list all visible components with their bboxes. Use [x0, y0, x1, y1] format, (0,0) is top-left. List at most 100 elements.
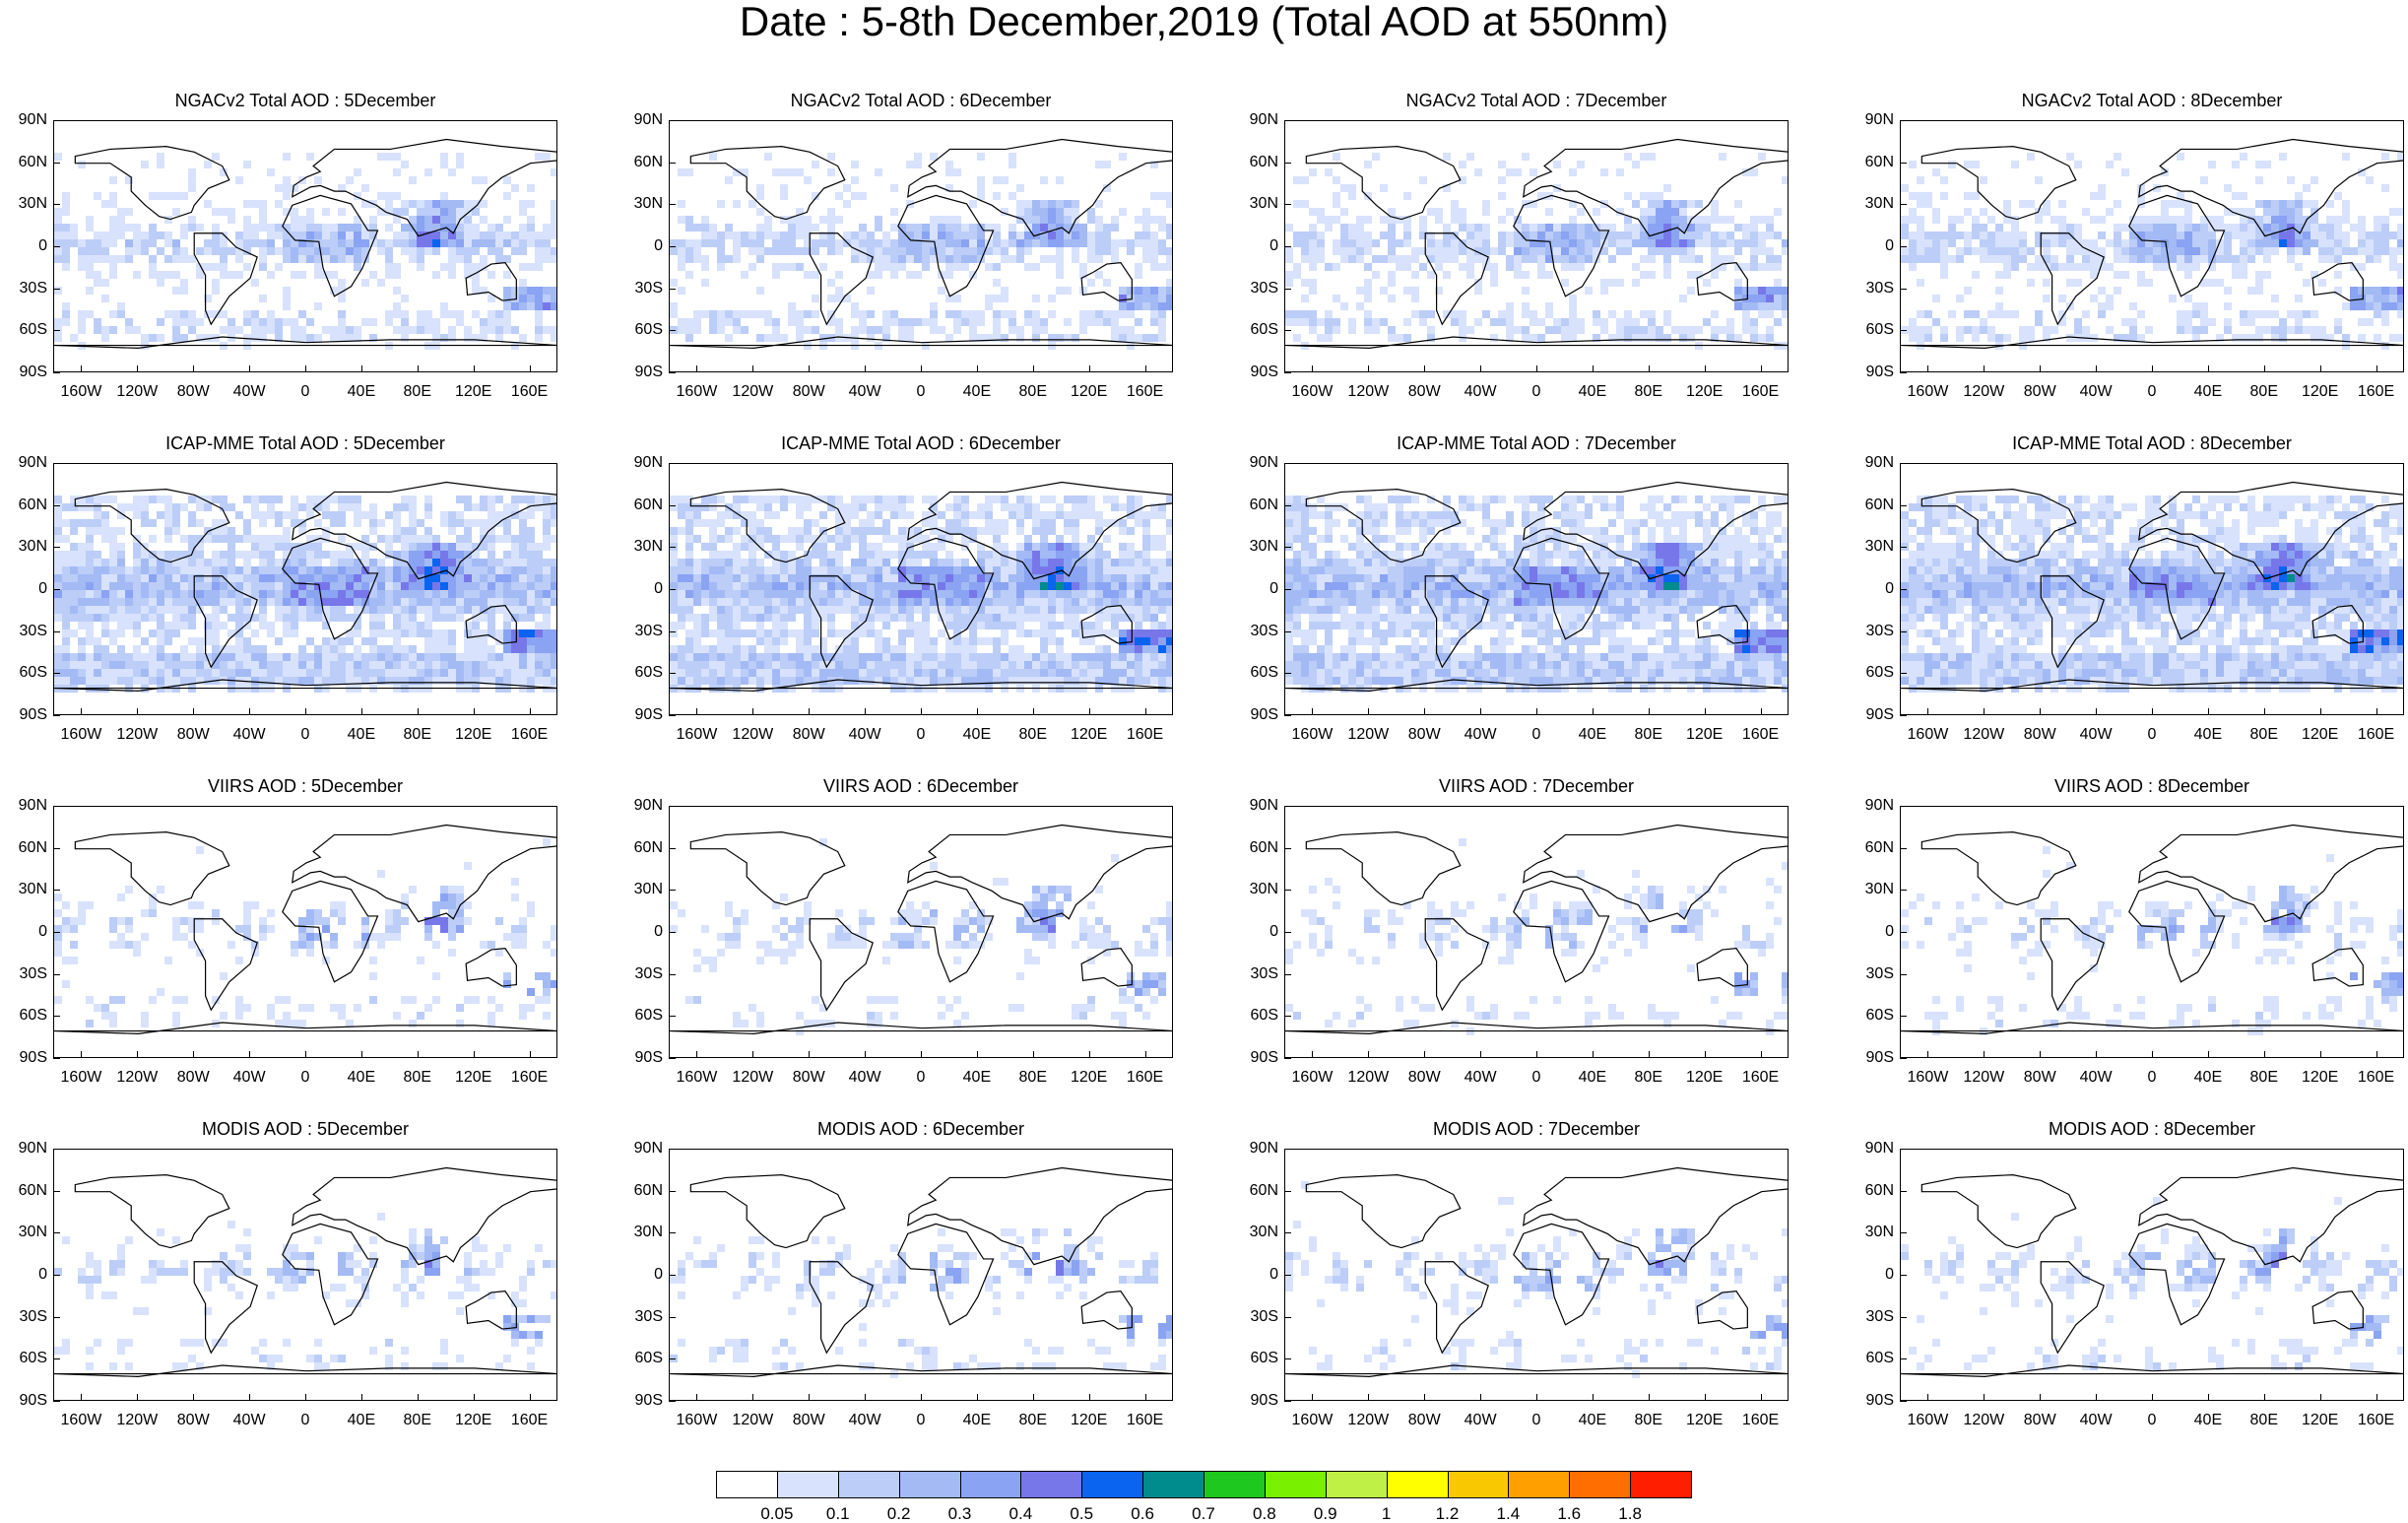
aod-cell [401, 239, 409, 247]
aod-cell [527, 511, 535, 519]
aod-cell [685, 527, 693, 535]
aod-cell [472, 614, 480, 622]
aod-cell [393, 598, 401, 606]
aod-cell [251, 566, 259, 574]
aod-cell [1016, 519, 1024, 527]
aod-cell [109, 176, 117, 184]
aod-cell [1766, 302, 1774, 310]
aod-cell [1632, 334, 1640, 342]
aod-cell [772, 334, 780, 342]
lon-tick-label: 160W [676, 383, 718, 400]
aod-cell [1079, 208, 1087, 216]
aod-cell [172, 192, 180, 200]
lat-tick-label: 60N [18, 153, 47, 170]
aod-cell [511, 629, 519, 637]
aod-cell [2287, 310, 2295, 318]
aod-cell [1364, 232, 1372, 239]
aod-cell [1624, 247, 1632, 255]
aod-cell [401, 496, 409, 503]
aod-cell [1980, 208, 1987, 216]
aod-cell [1766, 255, 1774, 263]
aod-cell [1616, 168, 1624, 176]
aod-cell [670, 208, 678, 216]
aod-cell [2263, 326, 2271, 334]
aod-cell [812, 287, 819, 295]
aod-cell [527, 527, 535, 535]
aod-cell [867, 239, 875, 247]
aod-cell [788, 310, 796, 318]
aod-cell [338, 184, 346, 192]
aod-cell [448, 247, 456, 255]
coastline [1285, 336, 1788, 350]
aod-cell [141, 511, 149, 519]
aod-cell [101, 669, 109, 677]
aod-map [1901, 138, 2403, 350]
aod-cell [1719, 216, 1726, 224]
aod-cell [1466, 263, 1474, 271]
aod-cell [1608, 310, 1616, 318]
aod-cell [796, 535, 804, 543]
aod-cell [133, 622, 141, 629]
lon-tick-label: 40E [962, 383, 992, 400]
aod-cell [440, 334, 448, 342]
aod-cell [432, 216, 440, 224]
aod-cell [2326, 216, 2334, 224]
aod-cell [330, 661, 338, 669]
aod-cell [432, 645, 440, 653]
aod-cell [94, 669, 101, 677]
aod-cell [78, 519, 86, 527]
aod-cell [701, 574, 709, 582]
aod-cell [1016, 216, 1024, 224]
aod-cell [1545, 271, 1553, 279]
aod-cell [54, 216, 62, 224]
aod-cell [291, 334, 298, 342]
aod-cell [685, 326, 693, 334]
aod-cell [101, 511, 109, 519]
lon-tick [249, 708, 251, 715]
aod-cell [314, 582, 322, 590]
aod-cell [220, 551, 228, 559]
aod-cell [1734, 247, 1742, 255]
aod-cell [1380, 318, 1388, 326]
aod-cell [62, 653, 70, 661]
aod-cell [804, 582, 812, 590]
lat-tick-label: 0 [654, 237, 663, 254]
aod-cell [2224, 287, 2232, 295]
aod-cell [1301, 176, 1309, 184]
aod-cell [1726, 334, 1734, 342]
aod-cell [1711, 334, 1719, 342]
aod-cell [235, 511, 243, 519]
aod-cell [283, 535, 291, 543]
aod-cell [1663, 271, 1671, 279]
aod-cell [2177, 326, 2184, 334]
aod-cell [283, 566, 291, 574]
aod-cell [503, 606, 511, 614]
aod-cell [709, 318, 717, 326]
aod-cell [314, 559, 322, 566]
aod-cell [764, 496, 772, 503]
aod-cell [1056, 551, 1064, 559]
aod-cell [1095, 232, 1103, 239]
aod-cell [488, 629, 495, 637]
aod-cell [133, 566, 141, 574]
aod-cell [1111, 216, 1119, 224]
aod-cell [756, 535, 764, 543]
aod-cell [235, 271, 243, 279]
aod-cell [503, 287, 511, 295]
aod-cell [2043, 239, 2050, 247]
aod-cell [725, 535, 733, 543]
aod-cell [204, 559, 212, 566]
aod-cell [1956, 216, 1964, 224]
aod-cell [267, 310, 275, 318]
aod-cell [922, 511, 930, 519]
aod-cell [2397, 208, 2403, 216]
aod-cell [1111, 279, 1119, 287]
aod-cell [1940, 263, 1948, 271]
aod-cell [2137, 255, 2145, 263]
aod-cell [2208, 247, 2216, 255]
aod-cell [1948, 239, 1956, 247]
aod-cell [812, 543, 819, 551]
aod-field [1901, 153, 2403, 350]
aod-cell [291, 232, 298, 239]
aod-cell [922, 232, 930, 239]
